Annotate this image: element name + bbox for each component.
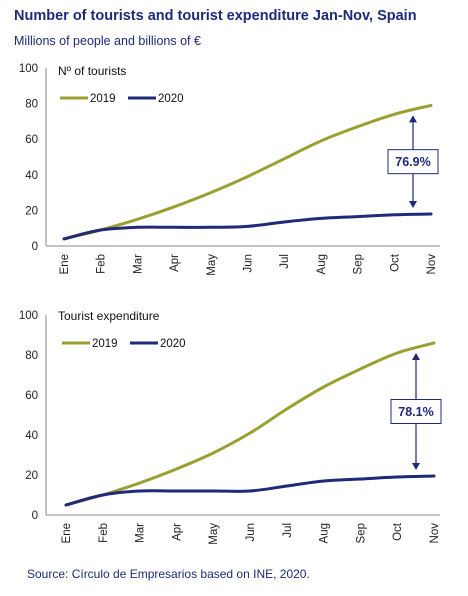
x-tick-label: Sep — [353, 254, 365, 274]
annotation-arrow-down — [412, 463, 420, 470]
x-tick-label: Jul — [282, 523, 294, 538]
legend-label-2020: 2020 — [160, 338, 186, 350]
x-tick-label: Jun — [245, 523, 257, 542]
legend-label-2019: 2019 — [90, 93, 116, 105]
source-note: Source: Círculo de Empresarios based on … — [27, 567, 310, 581]
y-tick-label: 0 — [32, 241, 38, 253]
tourists-chart: 0 20 40 60 80 100 Ene Feb Mar Apr May Jun Jul Aug Sep O… — [19, 63, 440, 276]
panel-title: Nº of tourists — [58, 64, 126, 78]
annotation-arrow-up — [409, 115, 417, 123]
x-tick-label: Nov — [426, 254, 438, 275]
x-tick-label: Aug — [316, 254, 328, 274]
chart-title: Number of tourists and tourist expenditu… — [14, 8, 417, 24]
x-tick-label: Mar — [135, 523, 147, 543]
y-tick-label: 60 — [25, 390, 38, 402]
series-line-2020 — [64, 474, 436, 507]
annotation-label: 76.9% — [395, 155, 430, 169]
y-tick-label: 80 — [25, 99, 38, 111]
x-tick-label: Apr — [171, 523, 183, 541]
series-line-2019 — [62, 103, 433, 241]
y-tick-label: 100 — [19, 63, 38, 75]
y-tick-label: 40 — [25, 430, 38, 442]
y-tick-label: 20 — [25, 205, 38, 217]
y-tick-label: 80 — [25, 350, 38, 362]
x-tick-label: Jul — [279, 254, 291, 269]
expenditure-chart: 0 20 40 60 80 100 Ene Feb Mar Apr May Jun Jul Aug Sep O… — [19, 309, 442, 545]
x-tick-label: Aug — [319, 523, 331, 543]
series-line-2019 — [64, 341, 436, 507]
x-tick-label: Ene — [61, 523, 73, 543]
panel-title: Tourist expenditure — [58, 309, 160, 323]
x-tick-label: May — [206, 254, 218, 276]
x-tick-label: Apr — [169, 254, 181, 272]
annotation-arrow-up — [412, 353, 420, 360]
legend-label-2020: 2020 — [158, 93, 184, 105]
chart-subtitle: Millions of people and billions of € — [14, 34, 201, 48]
x-tick-label: Oct — [392, 522, 404, 541]
x-tick-label: Feb — [98, 523, 110, 543]
x-tick-label: May — [208, 523, 220, 545]
x-tick-label: Oct — [389, 253, 401, 272]
annotation-label: 78.1% — [398, 405, 433, 419]
y-tick-label: 0 — [32, 510, 38, 522]
annotation-box — [387, 149, 439, 175]
y-tick-label: 100 — [19, 310, 38, 322]
x-tick-label: Jun — [243, 254, 255, 273]
x-tick-label: Nov — [429, 523, 441, 544]
series-line-2020 — [62, 212, 433, 241]
y-tick-label: 60 — [25, 134, 38, 146]
annotation-box — [390, 399, 442, 424]
annotation-arrow-down — [409, 200, 417, 208]
y-tick-label: 20 — [25, 470, 38, 482]
x-tick-label: Ene — [59, 254, 71, 274]
x-tick-label: Mar — [132, 254, 144, 274]
y-tick-label: 40 — [25, 170, 38, 182]
x-tick-label: Feb — [96, 254, 108, 274]
x-tick-label: Sep — [355, 523, 367, 543]
legend-label-2019: 2019 — [92, 338, 118, 350]
